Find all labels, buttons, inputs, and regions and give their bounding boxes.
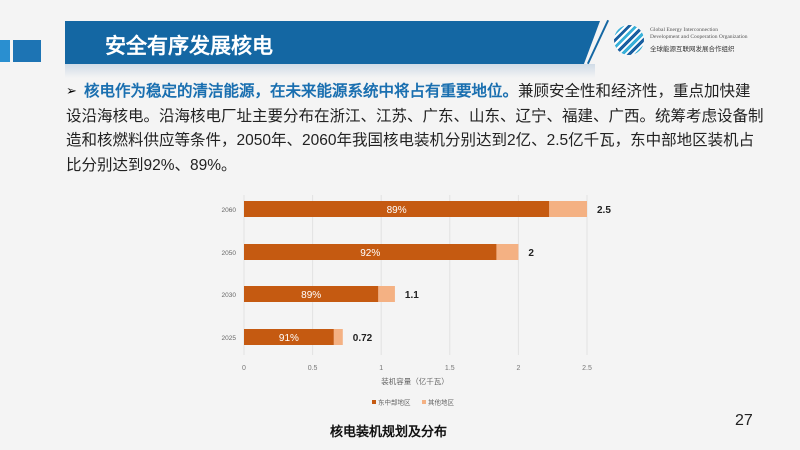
x-axis-title: 装机容量（亿千瓦） — [381, 376, 449, 386]
bar-segment — [244, 201, 550, 217]
decor-square — [0, 40, 10, 62]
x-tick-label: 1 — [379, 365, 383, 372]
chart-caption: 核电装机规划及分布 — [330, 424, 448, 439]
legend-swatch — [422, 400, 426, 404]
bar-segment — [244, 286, 379, 302]
legend-label: 其他地区 — [428, 398, 455, 407]
bar-data-label: 91% — [279, 333, 299, 344]
bar-segment — [549, 201, 587, 217]
bar-total-label: 0.72 — [353, 333, 373, 344]
bar-total-label: 2 — [528, 248, 534, 259]
bar-segment — [244, 329, 334, 345]
bar-segment — [333, 329, 343, 345]
y-tick-label: 2025 — [222, 335, 237, 342]
banner-shadow — [65, 64, 595, 78]
org-name-en: Global Energy Interconnection Development… — [650, 27, 748, 40]
page-title: 安全有序发展核电 — [105, 35, 273, 58]
bar-segment — [378, 286, 395, 302]
bar-segment — [496, 244, 519, 260]
bar-total-label: 1.1 — [405, 290, 419, 301]
bar-data-label: 89% — [301, 290, 321, 301]
y-tick-label: 2060 — [222, 207, 237, 214]
x-tick-label: 0 — [242, 365, 246, 372]
geidco-logo-icon — [614, 25, 644, 55]
bar-data-label: 89% — [387, 205, 407, 216]
body-paragraph: 核电作为稳定的清洁能源，在未来能源系统中将占有重要地位。兼顾安全性和经济性，重点… — [66, 80, 766, 178]
x-tick-label: 0.5 — [308, 365, 318, 372]
bar-segment — [244, 244, 497, 260]
bar-total-label: 2.5 — [597, 205, 611, 216]
bar-data-label: 92% — [360, 248, 380, 259]
x-tick-label: 2 — [516, 365, 520, 372]
x-tick-label: 2.5 — [582, 365, 592, 372]
legend-swatch — [372, 400, 376, 404]
org-name-cn: 全球能源互联网发展合作组织 — [650, 46, 735, 53]
bullet-arrow-icon: ➢ — [66, 83, 77, 98]
page-number: 27 — [735, 412, 753, 429]
x-tick-label: 1.5 — [445, 365, 455, 372]
body-text: 兼顾安全性和经济性，重点加快建设沿海核电。沿海核电厂址主要分布在浙江、江苏、广东… — [66, 83, 764, 174]
highlight-text: 核电作为稳定的清洁能源，在未来能源系统中将占有重要地位。 — [84, 83, 519, 100]
title-banner — [65, 21, 600, 64]
decor-square — [13, 40, 41, 62]
y-tick-label: 2030 — [222, 292, 237, 299]
legend-label: 东中部地区 — [378, 398, 411, 407]
y-tick-label: 2050 — [222, 250, 237, 257]
